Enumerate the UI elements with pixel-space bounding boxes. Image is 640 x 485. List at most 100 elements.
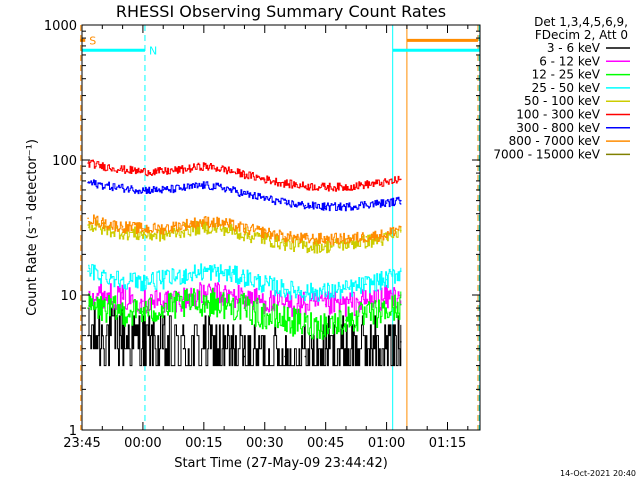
data-point [385,202,388,204]
data-point [304,204,307,207]
legend-entry-label: 7000 - 15000 keV [493,147,600,161]
data-point [121,168,124,171]
data-point [324,206,327,208]
data-point [243,355,246,358]
flag-label-n: N [149,44,157,57]
data-point [142,311,144,313]
legend-entry-50-100-kev: 50 - 100 keV [524,94,630,108]
data-point [284,202,286,204]
data-point [101,307,104,309]
data-point [203,220,205,223]
data-point [365,315,368,317]
y-tick-label: 1 [69,424,77,439]
data-point [182,168,185,171]
data-point [101,222,104,225]
series-trace [88,282,402,317]
data-point [324,291,327,293]
data-point [345,288,347,291]
legend-entry-6-12-kev: 6 - 12 keV [539,54,630,68]
data-point [223,222,225,225]
data-point [284,242,286,245]
data-point [365,300,368,302]
series-3-6-kev [87,307,402,367]
data-point [243,227,246,230]
legend-entry-label: 25 - 50 keV [532,81,601,95]
data-point [182,224,185,226]
data-point [203,165,205,167]
data-point [304,324,307,326]
data-point [263,231,266,234]
data-point [400,303,402,306]
data-point [101,294,104,296]
data-point [400,226,402,228]
data-point [243,307,246,309]
data-point [263,300,266,302]
data-point [223,303,225,306]
series-trace [88,159,402,192]
data-point [87,224,89,226]
series-trace [88,214,402,246]
data-point [243,173,246,176]
data-point [385,278,388,281]
legend-entry-3-6-kev: 3 - 6 keV [547,41,630,55]
legend-entry-25-50-kev: 25 - 50 keV [532,81,630,95]
data-point [121,311,124,313]
data-point [101,334,104,337]
flag-label-s: S [89,34,96,47]
series-trace [88,307,402,367]
legend-entry-7000-15000-kev: 7000 - 15000 keV [493,147,630,161]
data-point [87,334,89,337]
legend-entry-12-25-kev: 12 - 25 keV [532,68,630,82]
legend-entry-label: 800 - 7000 keV [509,134,601,148]
data-point [400,229,402,232]
data-point [345,186,347,188]
data-point [385,233,388,236]
data-point [223,227,225,230]
legend-entry-800-7000-kev: 800 - 7000 keV [509,134,630,148]
legend-entry-300-800-kev: 300 - 800 keV [516,121,630,135]
legend-entry-100-300-kev: 100 - 300 keV [516,108,630,122]
data-point [284,235,286,238]
data-point [400,178,402,181]
data-point [142,300,144,302]
data-point [365,183,368,186]
data-point [101,184,104,187]
data-point [304,185,307,187]
x-tick-label: 01:00 [368,436,405,451]
data-point [142,227,144,230]
data-point [243,233,246,236]
x-tick-label: 01:15 [429,436,466,451]
data-point [284,288,286,291]
data-point [324,186,327,188]
data-point [345,319,347,322]
data-point [162,300,165,302]
data-point [142,233,144,236]
data-point [162,227,165,230]
x-tick-label: 23:45 [63,436,100,451]
series-12-25-kev [87,287,402,340]
data-point [121,297,124,299]
footer-timestamp: 14-Oct-2021 20:40 [560,469,636,478]
data-point [365,203,368,206]
data-point [345,347,347,350]
series-trace [88,263,402,302]
flags-layer: SN [79,34,480,57]
data-point [385,311,388,313]
x-tick-label: 00:00 [124,436,161,451]
data-point [182,347,185,350]
data-point [121,278,124,281]
data-point [385,181,388,184]
data-point [87,307,89,309]
y-tick-label: 10 [60,289,77,304]
data-point [243,276,246,279]
legend-entry-label: 100 - 300 keV [516,108,600,122]
series-trace [88,179,402,212]
legend-layer: Det 1,3,4,5,6,9,FDecim 2, Att 03 - 6 keV… [493,15,630,161]
data-point [142,170,144,173]
data-point [182,187,185,189]
data-point [182,274,185,277]
legend-header-line: FDecim 2, Att 0 [535,28,628,42]
data-point [162,278,165,281]
data-point [101,165,104,167]
